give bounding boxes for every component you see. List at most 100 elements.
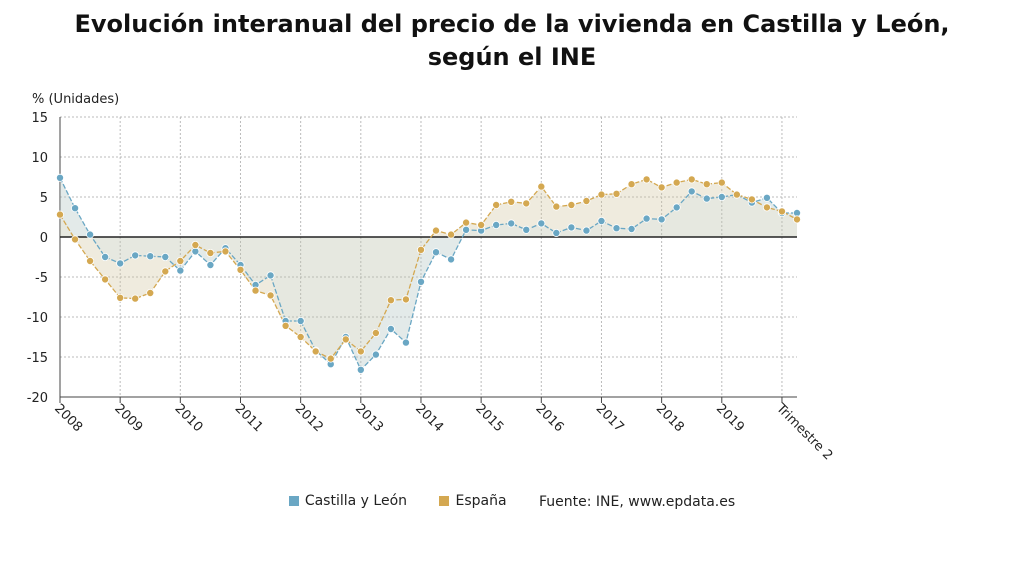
chart-title-line-1: Evolución interanual del precio de la vi… — [74, 10, 950, 38]
data-point-espana — [56, 210, 65, 219]
data-point-espana — [131, 294, 140, 303]
data-point-castilla — [582, 226, 591, 235]
y-tick-label: -5 — [35, 271, 48, 286]
x-tick-label: 2016 — [532, 401, 566, 435]
data-point-espana — [281, 321, 290, 330]
x-tick-label: 2014 — [412, 401, 446, 435]
data-point-espana — [146, 288, 155, 297]
data-point-espana — [462, 218, 471, 227]
y-tick-label: 5 — [40, 191, 48, 206]
data-point-espana — [492, 200, 501, 209]
data-point-espana — [432, 226, 441, 235]
data-point-castilla — [492, 220, 501, 229]
data-point-espana — [537, 182, 546, 191]
data-point-espana — [386, 296, 395, 305]
data-point-castilla — [161, 252, 170, 261]
data-point-espana — [356, 347, 365, 356]
data-point-espana — [447, 230, 456, 239]
data-point-castilla — [116, 259, 125, 268]
data-point-espana — [206, 248, 215, 257]
data-point-espana — [762, 203, 771, 212]
x-tick-label: 2009 — [111, 401, 145, 435]
data-point-castilla — [522, 225, 531, 234]
data-point-castilla — [537, 219, 546, 228]
data-point-espana — [371, 328, 380, 337]
data-point-espana — [793, 215, 802, 224]
data-point-espana — [86, 256, 95, 265]
data-point-espana — [582, 196, 591, 205]
data-point-espana — [236, 265, 245, 274]
data-point-castilla — [131, 251, 140, 260]
data-point-castilla — [401, 338, 410, 347]
data-point-castilla — [56, 173, 65, 182]
data-point-castilla — [296, 316, 305, 325]
data-point-castilla — [86, 230, 95, 239]
data-point-castilla — [266, 271, 275, 280]
legend-swatch-espana — [439, 496, 450, 506]
x-tick-label: 2012 — [292, 401, 326, 435]
y-tick-label: 10 — [31, 151, 48, 166]
x-tick-label: 2011 — [232, 401, 266, 435]
data-point-castilla — [416, 277, 425, 286]
legend-swatch-castilla — [288, 496, 299, 506]
y-tick-label: 15 — [31, 111, 48, 126]
data-point-espana — [221, 247, 230, 256]
data-point-castilla — [176, 266, 185, 275]
data-point-espana — [627, 180, 636, 189]
legend-item-castilla[interactable]: Castilla y León — [288, 493, 407, 509]
data-point-castilla — [432, 248, 441, 257]
data-point-espana — [612, 189, 621, 198]
data-point-espana — [71, 235, 80, 244]
x-tick-label: 2013 — [352, 401, 386, 435]
legend-label-espana: España — [455, 493, 507, 509]
data-point-espana — [657, 183, 666, 192]
data-point-espana — [642, 175, 651, 184]
data-point-castilla — [717, 192, 726, 201]
chart-title-line-2: según el INE — [427, 43, 597, 71]
y-axis-label: % (Unidades) — [32, 92, 120, 107]
data-point-castilla — [462, 225, 471, 234]
data-point-espana — [747, 195, 756, 204]
data-point-castilla — [687, 187, 696, 196]
data-point-castilla — [371, 350, 380, 359]
data-point-espana — [176, 256, 185, 265]
data-point-espana — [507, 197, 516, 206]
data-point-castilla — [672, 203, 681, 212]
series-area-1 — [60, 179, 797, 359]
data-point-espana — [116, 293, 125, 302]
data-point-castilla — [567, 223, 576, 232]
data-point-espana — [161, 267, 170, 276]
data-point-castilla — [657, 215, 666, 224]
x-tick-label: 2019 — [713, 401, 747, 435]
y-tick-label: 0 — [40, 231, 48, 246]
data-point-castilla — [146, 252, 155, 261]
data-point-castilla — [642, 214, 651, 223]
series-gap-area — [60, 177, 797, 370]
data-point-castilla — [762, 193, 771, 202]
data-point-espana — [717, 178, 726, 187]
data-point-castilla — [597, 216, 606, 225]
data-point-espana — [341, 335, 350, 344]
data-point-espana — [251, 286, 260, 295]
data-point-castilla — [507, 219, 516, 228]
data-point-castilla — [356, 365, 365, 374]
data-point-castilla — [612, 224, 621, 233]
data-point-espana — [477, 220, 486, 229]
data-point-espana — [311, 347, 320, 356]
data-point-espana — [687, 175, 696, 184]
data-point-espana — [326, 354, 335, 363]
data-point-espana — [702, 180, 711, 189]
x-tick-label: 2018 — [653, 401, 687, 435]
data-point-espana — [567, 200, 576, 209]
data-point-espana — [296, 332, 305, 341]
data-point-espana — [732, 190, 741, 199]
data-point-espana — [552, 202, 561, 211]
data-point-castilla — [101, 252, 110, 261]
y-tick-label: -10 — [27, 311, 48, 326]
data-point-espana — [597, 190, 606, 199]
data-point-espana — [522, 199, 531, 208]
legend-item-espana[interactable]: España — [439, 493, 507, 509]
data-point-castilla — [206, 260, 215, 269]
data-point-castilla — [447, 255, 456, 264]
